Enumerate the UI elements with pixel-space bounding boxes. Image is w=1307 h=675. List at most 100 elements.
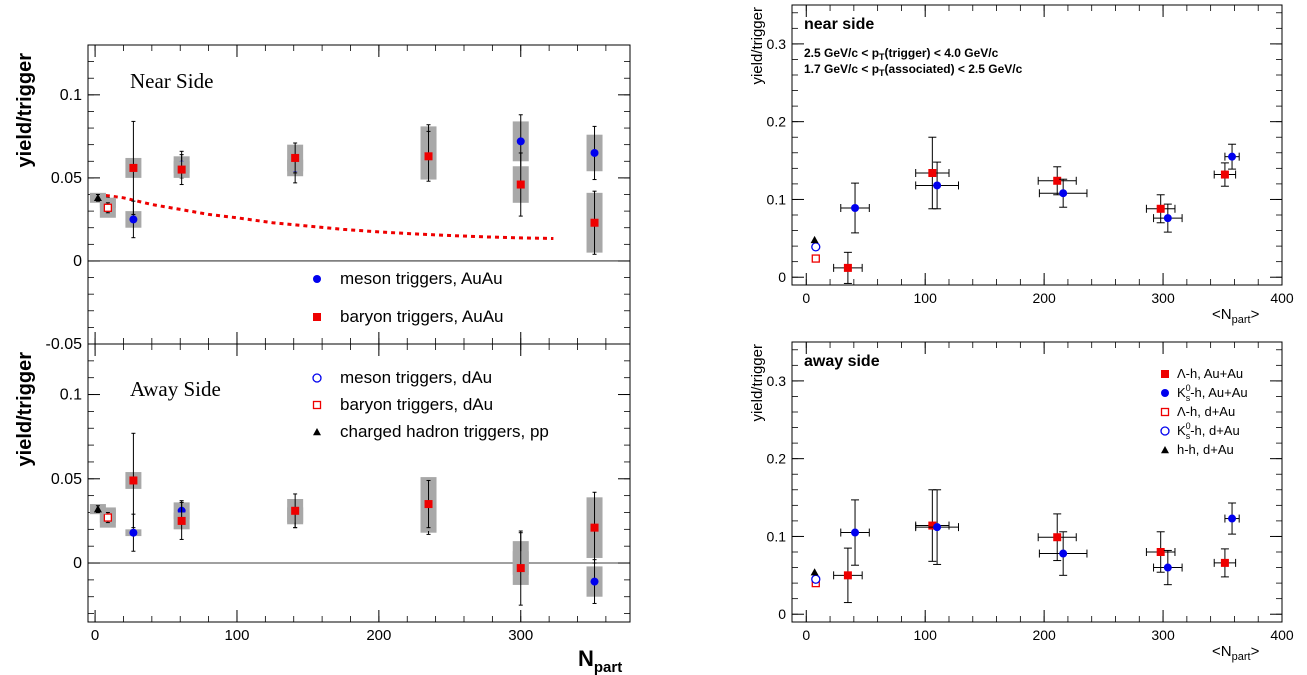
legend-marker: [313, 275, 321, 283]
legend-marker: [1161, 389, 1169, 397]
panel-right-near: 0 0.1 0.2 0.3 0 100 200 300 400 yield/trigger near…: [749, 4, 1294, 326]
data-point: [129, 528, 138, 537]
data-point: [516, 137, 525, 146]
data-point: [1156, 548, 1165, 556]
legend-label: meson triggers, AuAu: [340, 269, 503, 288]
legend-marker: [313, 428, 321, 436]
x-tick-label: 200: [366, 627, 391, 644]
series-baryon-triggers-auau: [125, 432, 603, 606]
data-point: [590, 577, 599, 586]
y-axis-label: yield/trigger: [749, 344, 766, 422]
panel-title: near side: [804, 16, 874, 33]
data-point: [1059, 189, 1068, 198]
legend-marker: [1161, 446, 1169, 454]
series-baryon-triggers-auau: [125, 120, 603, 255]
legend-label: K0 s-h, d+Au: [1177, 421, 1240, 441]
x-tick-label: 0: [802, 290, 810, 306]
data-point: [810, 235, 819, 244]
legend-label: h-h, d+Au: [1177, 442, 1234, 457]
data-point: [1053, 176, 1062, 185]
data-point: [1059, 549, 1068, 558]
data-point: [843, 571, 852, 580]
data-point: [1053, 533, 1062, 542]
series-meson-triggers-auau: [125, 114, 603, 239]
data-point: [590, 218, 599, 227]
y-tick-label: 0.1: [767, 528, 787, 544]
legend-label: baryon triggers, AuAu: [340, 307, 503, 326]
data-point: [928, 169, 937, 177]
panel-title: Near Side: [130, 69, 213, 93]
cut-label: 1.7 GeV/c < pT(associated) < 2.5 GeV/c: [804, 62, 1023, 78]
y-tick-label: 0.2: [767, 451, 787, 467]
series--h-au-au: [833, 489, 1237, 604]
y-tick-label: 0: [73, 253, 82, 270]
plot-frame: [791, 341, 1283, 623]
data-point: [811, 242, 821, 252]
data-point: [851, 528, 860, 537]
y-tick-label: 0: [778, 269, 786, 285]
y-tick-label: 0.1: [60, 87, 82, 104]
y-tick-label: 0.3: [767, 373, 787, 389]
data-point: [516, 180, 525, 189]
panel-title: Away Side: [130, 377, 221, 401]
data-point: [177, 165, 186, 174]
x-tick-label: 200: [1032, 290, 1056, 306]
panel-title: away side: [804, 353, 880, 370]
model-curve: [97, 193, 554, 240]
data-point: [843, 263, 852, 272]
x-tick-label: 300: [1151, 290, 1175, 306]
data-point: [129, 215, 138, 224]
series-k0s-h-d-au: [811, 574, 821, 584]
legend-label: Λ-h, Au+Au: [1177, 366, 1243, 381]
series-k0s-h-au-au: [840, 143, 1240, 234]
x-tick-label: 300: [1151, 627, 1175, 643]
y-tick-label: 0.1: [60, 387, 82, 404]
x-axis-label: <Npart>: [1212, 306, 1260, 326]
data-point: [810, 568, 819, 576]
x-tick-label: 400: [1270, 627, 1294, 643]
y-tick-label: -0.05: [46, 336, 83, 353]
legend-marker: [1160, 426, 1170, 436]
data-point: [590, 148, 599, 157]
data-point: [1156, 204, 1165, 213]
y-tick-label: 0.05: [51, 471, 82, 488]
data-point: [1220, 170, 1229, 179]
series-h-h-d-au: [810, 235, 819, 244]
legend-marker: [1161, 370, 1169, 378]
data-point: [928, 521, 937, 530]
data-point: [93, 505, 102, 513]
data-point: [291, 506, 300, 515]
legend-label: charged hadron triggers, pp: [340, 422, 549, 441]
y-axis-label: yield/trigger: [14, 352, 36, 467]
x-tick-label: 100: [224, 627, 249, 644]
x-tick-label: 300: [508, 627, 533, 644]
series--h-d-au: [811, 254, 820, 263]
data-point: [933, 181, 942, 190]
x-tick-label: 100: [914, 627, 938, 643]
data-point: [129, 476, 138, 485]
series-charged-hadron-triggers-pp: [89, 192, 106, 203]
y-tick-label: 0: [73, 555, 82, 572]
legend-marker: [313, 313, 321, 321]
data-point: [1220, 558, 1229, 567]
x-tick-label: 400: [1270, 290, 1294, 306]
data-point: [424, 500, 433, 509]
x-tick-label: 0: [802, 627, 810, 643]
series-h-h-d-au: [810, 568, 819, 576]
series-k0s-h-au-au: [840, 489, 1240, 586]
data-point: [424, 152, 433, 161]
legend-label: meson triggers, dAu: [340, 368, 492, 387]
data-point: [851, 204, 860, 212]
data-point: [1163, 214, 1172, 223]
plot-frame: [791, 4, 1283, 286]
cut-label: 2.5 GeV/c < pT(trigger) < 4.0 GeV/c: [804, 46, 999, 62]
series-k0s-h-d-au: [811, 242, 821, 252]
series-baryon-triggers-dau: [99, 197, 116, 218]
legend-marker: [312, 400, 322, 410]
data-point: [1163, 563, 1172, 572]
data-point: [1228, 152, 1237, 161]
data-point: [291, 153, 300, 162]
data-point: [811, 254, 820, 263]
y-tick-label: 0.2: [767, 114, 787, 130]
